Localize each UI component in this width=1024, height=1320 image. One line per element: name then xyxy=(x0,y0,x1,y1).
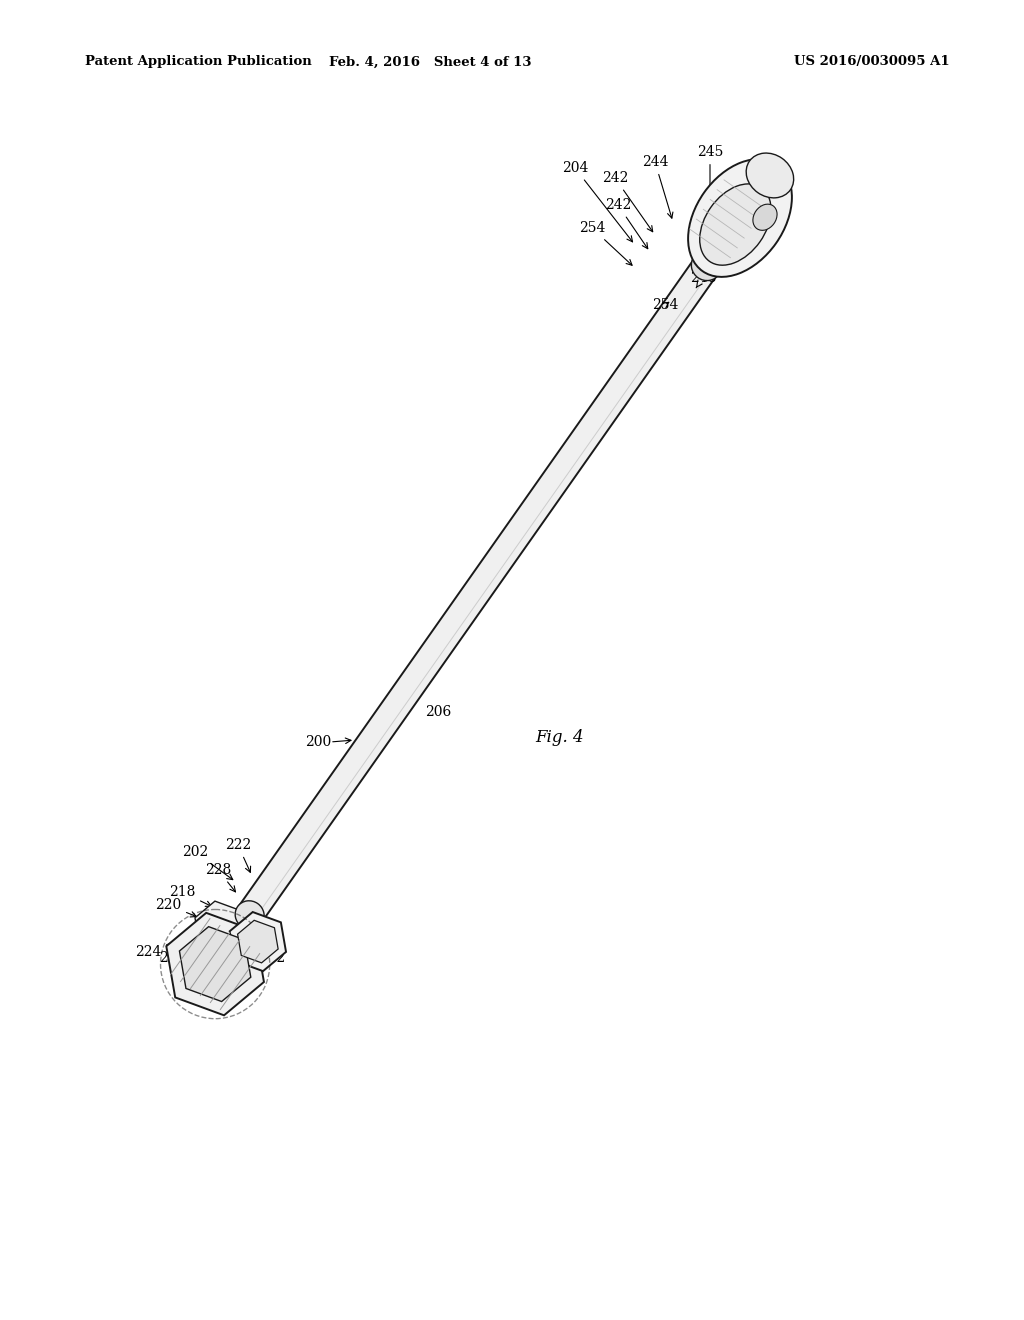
Text: 242: 242 xyxy=(605,198,648,248)
Polygon shape xyxy=(238,920,279,962)
Text: 256: 256 xyxy=(731,165,761,214)
Text: 244: 244 xyxy=(642,154,673,218)
Text: 232: 232 xyxy=(259,944,285,965)
Text: 200: 200 xyxy=(305,735,331,748)
Ellipse shape xyxy=(236,900,264,929)
Text: 228: 228 xyxy=(205,863,236,892)
Text: Feb. 4, 2016   Sheet 4 of 13: Feb. 4, 2016 Sheet 4 of 13 xyxy=(329,55,531,69)
Ellipse shape xyxy=(699,183,771,265)
Text: 246: 246 xyxy=(712,255,738,275)
Polygon shape xyxy=(195,902,244,952)
Text: 202: 202 xyxy=(182,845,232,879)
Text: 224: 224 xyxy=(135,936,188,960)
Ellipse shape xyxy=(753,205,777,230)
Text: 218: 218 xyxy=(169,884,211,907)
Text: 220: 220 xyxy=(155,898,197,917)
Text: 206: 206 xyxy=(425,705,452,719)
Ellipse shape xyxy=(688,160,792,277)
Ellipse shape xyxy=(691,251,722,281)
Text: 222: 222 xyxy=(225,838,251,873)
Text: 254: 254 xyxy=(652,298,678,312)
Text: 242: 242 xyxy=(602,172,652,232)
Text: 224: 224 xyxy=(159,941,205,965)
Text: US 2016/0030095 A1: US 2016/0030095 A1 xyxy=(795,55,950,69)
Text: 254: 254 xyxy=(579,220,632,265)
Text: Fig. 4: Fig. 4 xyxy=(536,730,585,747)
Text: 248: 248 xyxy=(690,271,716,288)
Text: 250: 250 xyxy=(749,224,775,259)
Text: 240: 240 xyxy=(755,203,792,244)
Polygon shape xyxy=(229,912,286,972)
Text: 245: 245 xyxy=(696,145,723,205)
Polygon shape xyxy=(179,927,251,1002)
Text: Patent Application Publication: Patent Application Publication xyxy=(85,55,311,69)
Polygon shape xyxy=(166,913,264,1015)
Text: 204: 204 xyxy=(562,161,633,242)
Ellipse shape xyxy=(746,153,794,198)
Polygon shape xyxy=(239,257,718,923)
